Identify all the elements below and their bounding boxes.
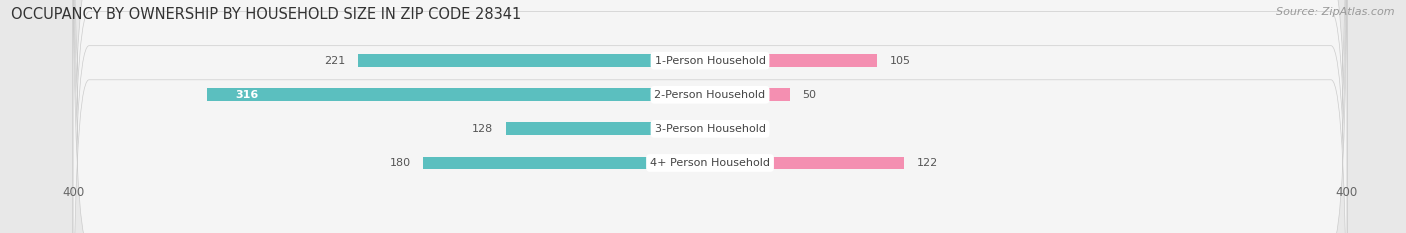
FancyBboxPatch shape: [73, 0, 1347, 233]
Bar: [207, 88, 710, 101]
Text: 105: 105: [890, 56, 911, 66]
Text: 316: 316: [236, 90, 259, 100]
Bar: [710, 54, 877, 67]
Text: 122: 122: [917, 158, 938, 168]
Text: 1-Person Household: 1-Person Household: [655, 56, 765, 66]
Text: 128: 128: [472, 124, 494, 134]
Text: OCCUPANCY BY OWNERSHIP BY HOUSEHOLD SIZE IN ZIP CODE 28341: OCCUPANCY BY OWNERSHIP BY HOUSEHOLD SIZE…: [11, 7, 522, 22]
Bar: [710, 122, 730, 135]
FancyBboxPatch shape: [73, 0, 1347, 233]
FancyBboxPatch shape: [73, 0, 1347, 233]
FancyBboxPatch shape: [73, 0, 1347, 233]
Text: 180: 180: [389, 158, 411, 168]
Text: Source: ZipAtlas.com: Source: ZipAtlas.com: [1277, 7, 1395, 17]
Bar: [423, 157, 710, 169]
Text: 12: 12: [742, 124, 756, 134]
Text: 50: 50: [803, 90, 817, 100]
Bar: [506, 122, 710, 135]
Bar: [710, 157, 904, 169]
Text: 4+ Person Household: 4+ Person Household: [650, 158, 770, 168]
Text: 2-Person Household: 2-Person Household: [654, 90, 766, 100]
Text: 221: 221: [325, 56, 346, 66]
Text: 3-Person Household: 3-Person Household: [655, 124, 765, 134]
Bar: [359, 54, 710, 67]
Bar: [710, 88, 790, 101]
